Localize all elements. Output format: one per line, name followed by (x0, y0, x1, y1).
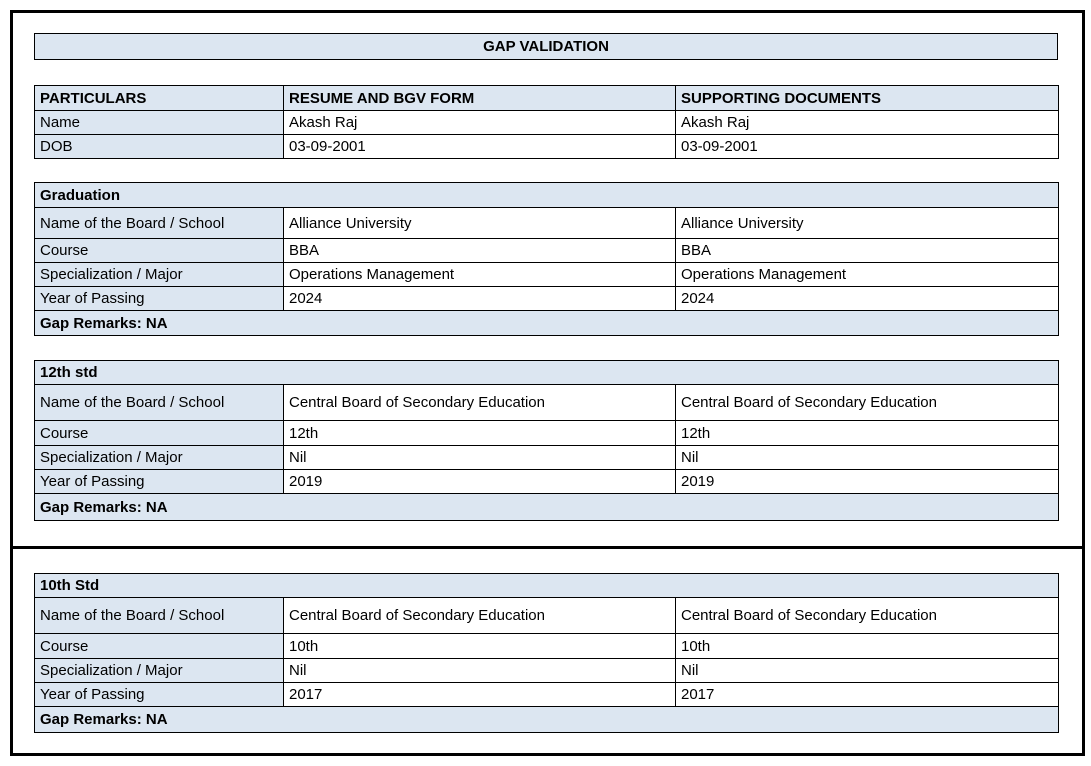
row-label: Name (34, 110, 284, 135)
gap-remarks: Gap Remarks: NA (33, 493, 1060, 521)
supporting-value: 2024 (674, 286, 1060, 311)
graduation-section-table: Graduation Name of the Board / School Al… (33, 182, 1060, 336)
column-header-resume-bgv: RESUME AND BGV FORM (283, 85, 676, 111)
section-header-row: Graduation (33, 182, 1060, 208)
supporting-value: 03-09-2001 (675, 134, 1059, 159)
table-row: Course BBA BBA (34, 238, 1060, 263)
resume-value: 03-09-2001 (283, 134, 676, 159)
column-header-particulars: PARTICULARS (34, 85, 284, 111)
row-label: Specialization / Major (34, 445, 284, 470)
resume-value: 2017 (283, 682, 676, 707)
row-label: Course (34, 633, 284, 659)
supporting-value: Central Board of Secondary Education (674, 384, 1060, 421)
table-row: Name of the Board / School Alliance Univ… (34, 207, 1060, 239)
gap-remarks-row: Gap Remarks: NA (33, 310, 1060, 336)
resume-value: 2024 (283, 286, 676, 311)
supporting-value: 2019 (674, 469, 1060, 494)
gap-remarks: Gap Remarks: NA (33, 310, 1060, 336)
table-row: Year of Passing 2024 2024 (34, 286, 1060, 311)
row-label: Year of Passing (34, 469, 284, 494)
table-row: Year of Passing 2019 2019 (34, 469, 1060, 494)
resume-value: 2019 (283, 469, 676, 494)
table-row: DOB 03-09-2001 03-09-2001 (34, 134, 1059, 159)
gap-remarks: Gap Remarks: NA (33, 706, 1060, 733)
outer-frame-border (10, 10, 1085, 756)
table-row: Name Akash Raj Akash Raj (34, 110, 1059, 135)
table-row: Specialization / Major Operations Manage… (34, 262, 1060, 287)
row-label: Name of the Board / School (34, 207, 284, 239)
supporting-value: 2017 (674, 682, 1060, 707)
row-label: Year of Passing (34, 682, 284, 707)
supporting-value: BBA (674, 238, 1060, 263)
particulars-table: PARTICULARS RESUME AND BGV FORM SUPPORTI… (34, 85, 1059, 159)
supporting-value: Alliance University (674, 207, 1060, 239)
table-header-row: PARTICULARS RESUME AND BGV FORM SUPPORTI… (34, 85, 1059, 111)
table-row: Course 12th 12th (34, 420, 1060, 446)
table-row: Specialization / Major Nil Nil (34, 658, 1060, 683)
row-label: Name of the Board / School (34, 384, 284, 421)
resume-value: 12th (283, 420, 676, 446)
twelfth-std-section-table: 12th std Name of the Board / School Cent… (33, 360, 1060, 521)
column-header-supporting-docs: SUPPORTING DOCUMENTS (675, 85, 1059, 111)
resume-value: BBA (283, 238, 676, 263)
supporting-value: 10th (674, 633, 1060, 659)
row-label: Course (34, 238, 284, 263)
table-row: Name of the Board / School Central Board… (34, 384, 1060, 421)
table-row: Name of the Board / School Central Board… (34, 597, 1060, 634)
row-label: Course (34, 420, 284, 446)
resume-value: 10th (283, 633, 676, 659)
resume-value: Operations Management (283, 262, 676, 287)
gap-remarks-row: Gap Remarks: NA (33, 706, 1060, 733)
row-label: Specialization / Major (34, 658, 284, 683)
row-label: DOB (34, 134, 284, 159)
supporting-value: Nil (674, 658, 1060, 683)
page-title: GAP VALIDATION (34, 33, 1058, 60)
section-title: Graduation (33, 182, 1060, 208)
supporting-value: Operations Management (674, 262, 1060, 287)
resume-value: Central Board of Secondary Education (283, 384, 676, 421)
row-label: Name of the Board / School (34, 597, 284, 634)
section-header-row: 10th Std (33, 573, 1060, 598)
horizontal-page-divider (10, 546, 1085, 549)
gap-remarks-row: Gap Remarks: NA (33, 493, 1060, 521)
resume-value: Nil (283, 658, 676, 683)
section-header-row: 12th std (33, 360, 1060, 385)
resume-value: Central Board of Secondary Education (283, 597, 676, 634)
row-label: Year of Passing (34, 286, 284, 311)
row-label: Specialization / Major (34, 262, 284, 287)
table-row: Year of Passing 2017 2017 (34, 682, 1060, 707)
supporting-value: 12th (674, 420, 1060, 446)
resume-value: Akash Raj (283, 110, 676, 135)
section-title: 12th std (33, 360, 1060, 385)
resume-value: Nil (283, 445, 676, 470)
section-title: 10th Std (33, 573, 1060, 598)
resume-value: Alliance University (283, 207, 676, 239)
supporting-value: Central Board of Secondary Education (674, 597, 1060, 634)
table-row: Course 10th 10th (34, 633, 1060, 659)
tenth-std-section-table: 10th Std Name of the Board / School Cent… (33, 573, 1060, 733)
supporting-value: Nil (674, 445, 1060, 470)
supporting-value: Akash Raj (675, 110, 1059, 135)
table-row: Specialization / Major Nil Nil (34, 445, 1060, 470)
